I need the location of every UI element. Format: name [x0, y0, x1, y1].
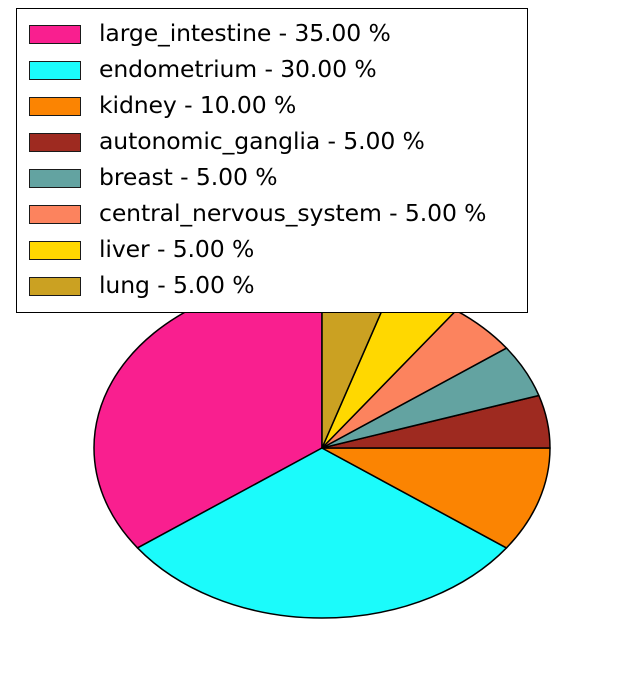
legend-swatch-endometrium	[29, 60, 81, 80]
legend-item-autonomic_ganglia[interactable]: autonomic_ganglia - 5.00 %	[29, 124, 517, 160]
legend-label-liver: liver - 5.00 %	[99, 235, 255, 264]
legend-item-kidney[interactable]: kidney - 10.00 %	[29, 88, 517, 124]
legend-item-lung[interactable]: lung - 5.00 %	[29, 268, 517, 304]
legend-swatch-liver	[29, 240, 81, 260]
legend-item-central_nervous_system[interactable]: central_nervous_system - 5.00 %	[29, 196, 517, 232]
legend-label-autonomic_ganglia: autonomic_ganglia - 5.00 %	[99, 127, 425, 156]
pie-slice-group	[93, 277, 551, 619]
legend-swatch-kidney	[29, 96, 81, 116]
legend-swatch-autonomic_ganglia	[29, 132, 81, 152]
legend-item-large_intestine[interactable]: large_intestine - 35.00 %	[29, 16, 517, 52]
legend-label-breast: breast - 5.00 %	[99, 163, 278, 192]
legend-label-lung: lung - 5.00 %	[99, 271, 255, 300]
legend-swatch-breast	[29, 168, 81, 188]
legend-label-central_nervous_system: central_nervous_system - 5.00 %	[99, 199, 487, 228]
legend-item-endometrium[interactable]: endometrium - 30.00 %	[29, 52, 517, 88]
pie-slice-endometrium[interactable]	[136, 447, 508, 619]
legend-swatch-central_nervous_system	[29, 204, 81, 224]
legend-label-endometrium: endometrium - 30.00 %	[99, 55, 377, 84]
legend-swatch-lung	[29, 276, 81, 296]
legend-swatch-large_intestine	[29, 24, 81, 44]
legend-item-breast[interactable]: breast - 5.00 %	[29, 160, 517, 196]
chart-legend: large_intestine - 35.00 % endometrium - …	[16, 8, 528, 313]
legend-item-liver[interactable]: liver - 5.00 %	[29, 232, 517, 268]
legend-label-kidney: kidney - 10.00 %	[99, 91, 297, 120]
legend-label-large_intestine: large_intestine - 35.00 %	[99, 19, 391, 48]
pie-slice-kidney[interactable]	[321, 447, 551, 549]
